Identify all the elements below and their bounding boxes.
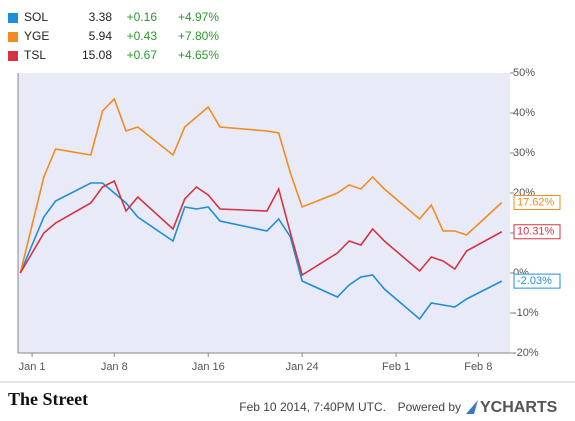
legend-swatch (8, 51, 18, 61)
legend-price: 15.08 (82, 48, 112, 62)
value-label-box (513, 224, 561, 240)
legend-change-pct: +4.65% (178, 48, 219, 62)
legend-change: +0.16 (127, 10, 158, 24)
value-label: 10.31% (517, 226, 555, 238)
value-label: -2.03% (517, 275, 552, 287)
legend-name: YGE (24, 29, 49, 43)
y-tick-label: 30% (513, 147, 535, 159)
x-tick-label: Jan 1 (19, 361, 46, 373)
timestamp: Feb 10 2014, 7:40PM UTC. (239, 400, 386, 414)
brand-logo: YCHARTS (480, 399, 558, 416)
legend-change-pct: +7.80% (178, 29, 219, 43)
x-tick-label: Feb 8 (464, 361, 492, 373)
y-tick-label: -10% (513, 307, 539, 319)
legend-swatch (8, 13, 18, 23)
series-line (19, 97, 503, 274)
brand-icon (466, 400, 478, 414)
plot-area (18, 73, 510, 353)
legend-name: SOL (24, 10, 48, 24)
powered-by: Powered by (398, 400, 461, 414)
source-logo: The Street (8, 389, 88, 409)
legend-name: TSL (24, 48, 46, 62)
series-line (19, 179, 503, 277)
legend-change: +0.67 (127, 48, 158, 62)
x-tick-label: Feb 1 (382, 361, 410, 373)
series-line (19, 182, 503, 321)
y-tick-label: -20% (513, 347, 539, 359)
legend-change-pct: +4.97% (178, 10, 219, 24)
legend-price: 5.94 (89, 29, 113, 43)
legend-swatch (8, 32, 18, 42)
legend-change: +0.43 (127, 29, 158, 43)
y-tick-label: 40% (513, 107, 535, 119)
value-label-box (513, 273, 561, 289)
legend-price: 3.38 (89, 10, 113, 24)
x-tick-label: Jan 8 (101, 361, 128, 373)
x-tick-label: Jan 16 (192, 361, 225, 373)
y-tick-label: 50% (513, 67, 535, 79)
value-label: 17.62% (517, 196, 555, 208)
x-tick-label: Jan 24 (286, 361, 319, 373)
value-label-box (513, 195, 561, 211)
